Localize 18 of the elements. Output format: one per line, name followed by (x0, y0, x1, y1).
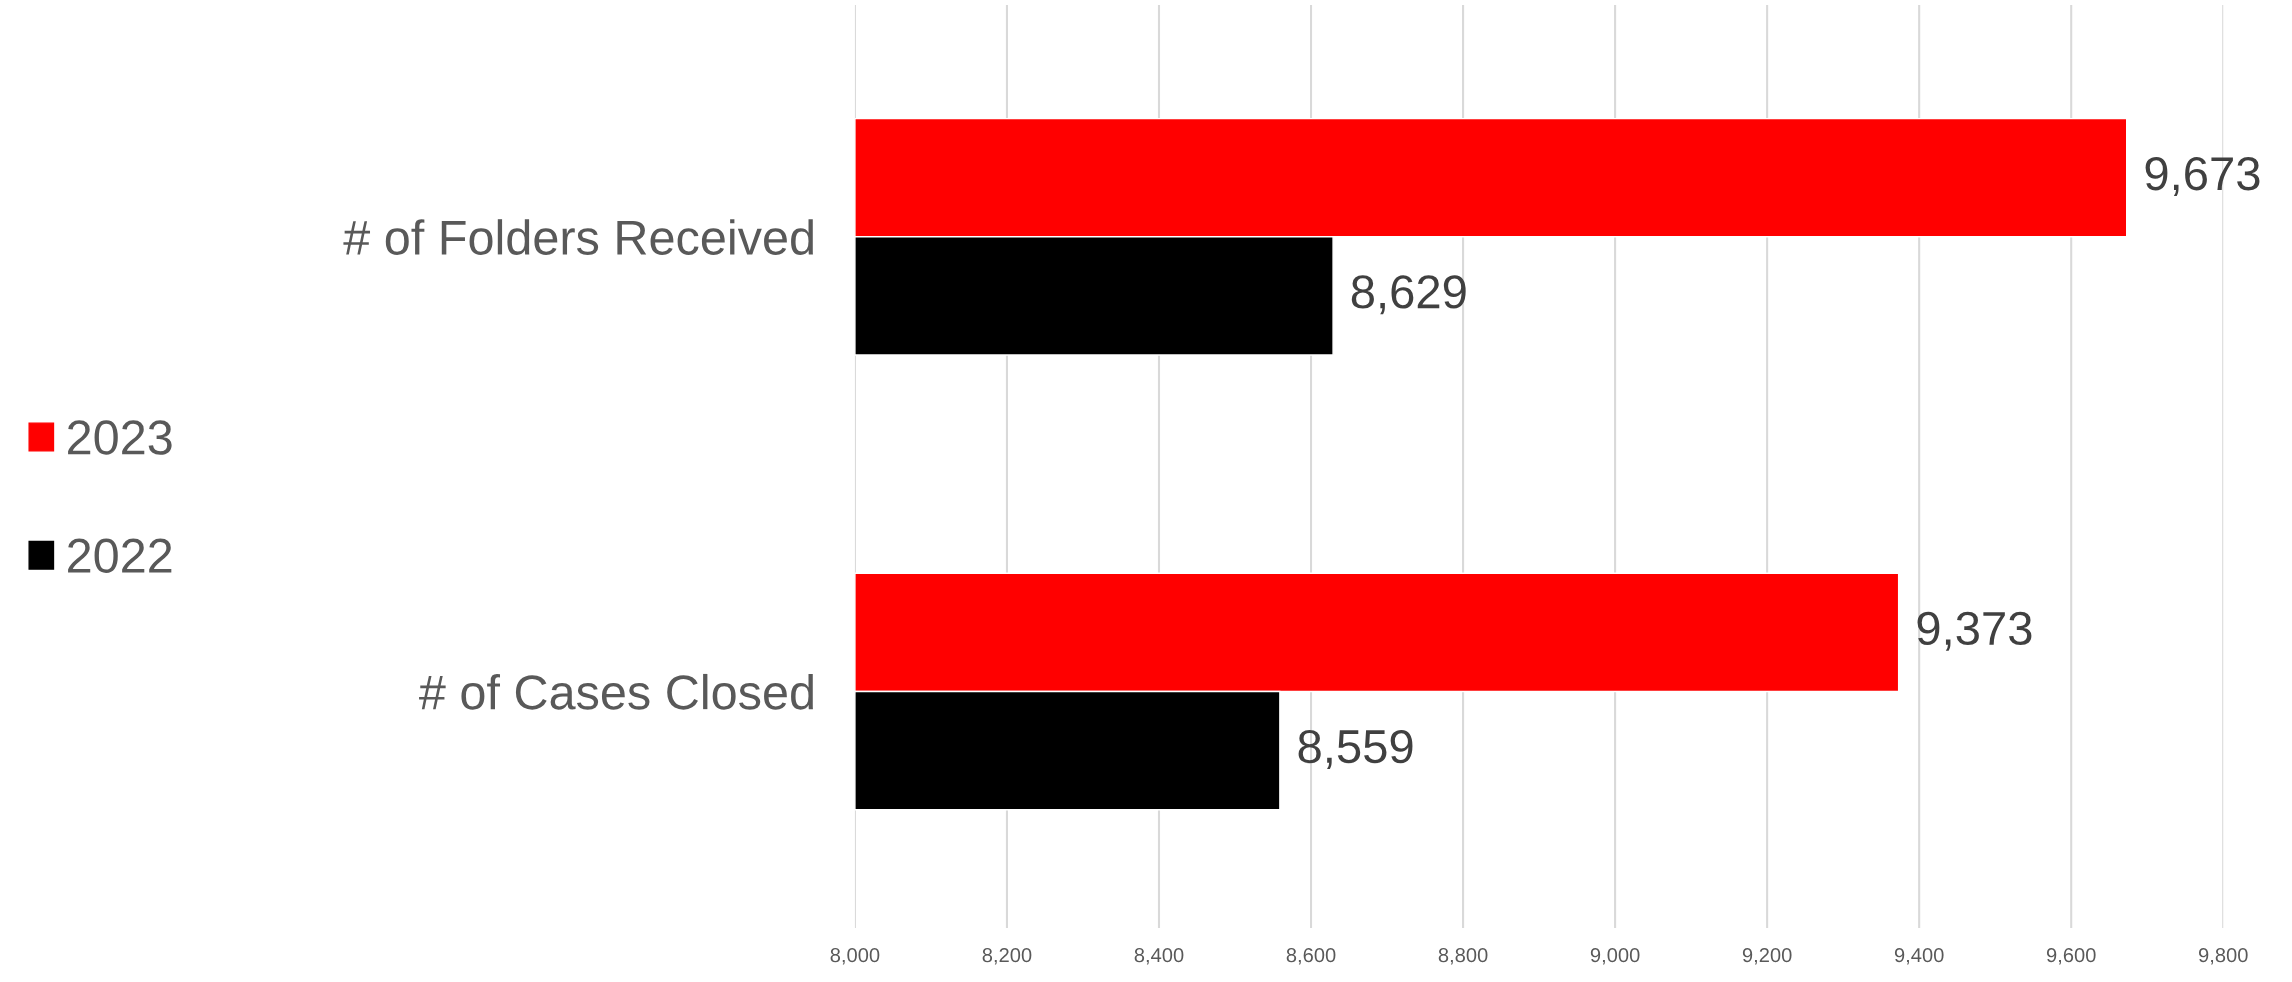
x-tick-label: 9,000 (1590, 947, 1640, 965)
x-tick-label: 8,000 (830, 947, 880, 965)
legend-label: 2023 (68, 420, 172, 455)
x-tick-label: 8,800 (1438, 947, 1488, 965)
x-tick-label: 8,200 (982, 947, 1032, 965)
data-label: 9,673 (2145, 156, 2260, 196)
x-tick-label: 9,200 (1742, 947, 1792, 965)
y-tick-label: # of Folders Received (343, 219, 813, 255)
legend-label: 2022 (68, 538, 172, 573)
data-label: 9,373 (1917, 611, 2032, 651)
data-label: 8,629 (1351, 275, 1466, 315)
x-tick-label: 9,800 (2198, 947, 2248, 965)
x-tick-label: 9,600 (2046, 947, 2096, 965)
x-tick-label: 8,600 (1286, 947, 1336, 965)
x-tick-label: 8,400 (1134, 947, 1184, 965)
y-tick-label: # of Cases Closed (419, 673, 813, 710)
x-tick-label: 9,400 (1894, 947, 1944, 965)
data-label: 8,559 (1298, 729, 1413, 769)
